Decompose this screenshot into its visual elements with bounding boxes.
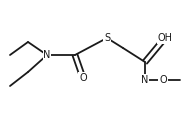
Text: O: O [159, 75, 167, 85]
Text: N: N [141, 75, 149, 85]
Text: N: N [43, 50, 51, 60]
Text: OH: OH [158, 33, 173, 43]
Text: O: O [79, 73, 87, 83]
Text: S: S [104, 33, 110, 43]
